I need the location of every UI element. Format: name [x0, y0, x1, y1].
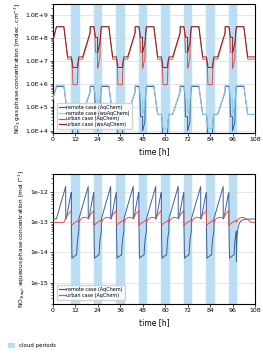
- Bar: [139, 174, 146, 304]
- Bar: [116, 174, 124, 304]
- Bar: [116, 4, 124, 133]
- Bar: [71, 174, 79, 304]
- Bar: [139, 4, 146, 133]
- X-axis label: time [h]: time [h]: [139, 148, 169, 157]
- Bar: [206, 4, 214, 133]
- Bar: [94, 4, 101, 133]
- Y-axis label: NO$_3$ gas phase concentration [molec. cm$^{-3}$]: NO$_3$ gas phase concentration [molec. c…: [12, 3, 23, 134]
- Bar: [184, 174, 191, 304]
- Bar: [206, 174, 214, 304]
- X-axis label: time [h]: time [h]: [139, 318, 169, 327]
- Bar: [161, 174, 169, 304]
- Bar: [229, 174, 236, 304]
- Legend: cloud periods: cloud periods: [6, 341, 58, 350]
- Legend: remote case (AqChem), remote case (woAqChem), urban case (AqChem), urban case (w: remote case (AqChem), remote case (woAqC…: [57, 103, 132, 129]
- Bar: [94, 174, 101, 304]
- Bar: [184, 4, 191, 133]
- Bar: [71, 4, 79, 133]
- Y-axis label: NO$_{3(aq)}$ aqueous phase concentration [mol l$^{-1}$]: NO$_{3(aq)}$ aqueous phase concentration…: [16, 170, 28, 308]
- Legend: remote case (AqChem), urban case (AqChem): remote case (AqChem), urban case (AqChem…: [57, 285, 125, 300]
- Bar: [229, 4, 236, 133]
- Bar: [161, 4, 169, 133]
